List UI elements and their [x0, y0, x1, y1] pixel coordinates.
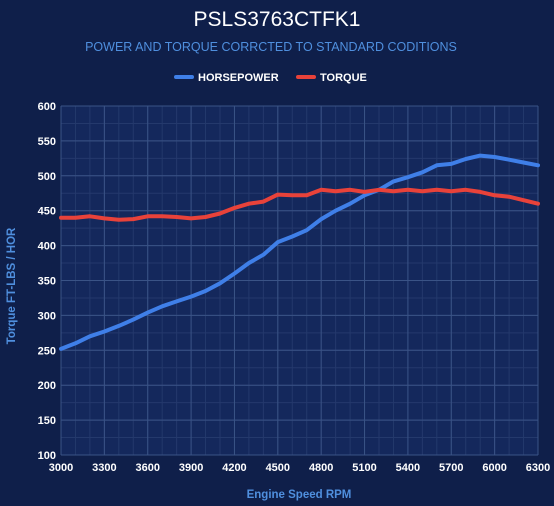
x-tick-label: 4800: [309, 462, 333, 474]
y-axis-ticks: 100 150 200 250 300 350 400 450 500 550 600: [38, 101, 56, 462]
x-tick-label: 5700: [439, 462, 463, 474]
y-tick-label: 550: [38, 136, 56, 148]
y-tick-label: 600: [38, 101, 56, 113]
legend-label-torque: TORQUE: [320, 72, 367, 84]
y-tick-label: 300: [38, 310, 56, 322]
x-tick-label: 3300: [92, 462, 116, 474]
legend-label-horsepower: HORSEPOWER: [198, 72, 279, 84]
y-tick-label: 400: [38, 241, 56, 253]
x-tick-label: 6300: [526, 462, 550, 474]
x-tick-label: 4500: [266, 462, 290, 474]
legend: HORSEPOWER TORQUE: [174, 72, 367, 84]
y-tick-label: 150: [38, 415, 56, 427]
y-tick-label: 450: [38, 206, 56, 218]
x-tick-label: 6000: [482, 462, 506, 474]
y-tick-label: 200: [38, 380, 56, 392]
series-line-horsepower[interactable]: [59, 153, 540, 351]
legend-item-horsepower[interactable]: HORSEPOWER: [174, 72, 279, 84]
x-tick-label: 5100: [352, 462, 376, 474]
x-axis-ticks: 3000 3300 3600 3900 4200 4500 4800 5100 5400 5700…: [49, 462, 550, 474]
chart-title: PSLS3763CTFK1: [194, 8, 361, 31]
series-line-torque[interactable]: [59, 187, 540, 222]
x-tick-label: 3600: [135, 462, 159, 474]
x-tick-label: 3900: [179, 462, 203, 474]
y-tick-label: 250: [38, 345, 56, 357]
x-axis-label: Engine Speed RPM: [247, 489, 352, 501]
x-tick-label: 4200: [222, 462, 246, 474]
y-tick-label: 350: [38, 276, 56, 288]
y-tick-label: 100: [38, 450, 56, 462]
chart-subtitle: POWER AND TORQUE CORRCTED TO STANDARD CO…: [85, 40, 457, 54]
x-tick-label: 3000: [49, 462, 73, 474]
y-tick-label: 500: [38, 171, 56, 183]
x-tick-label: 5400: [396, 462, 420, 474]
grid-major: [60, 105, 539, 456]
legend-item-torque[interactable]: TORQUE: [296, 72, 367, 84]
y-axis-label: Torque FT-LBS / HOR: [6, 227, 18, 344]
series-layer: [59, 153, 540, 351]
